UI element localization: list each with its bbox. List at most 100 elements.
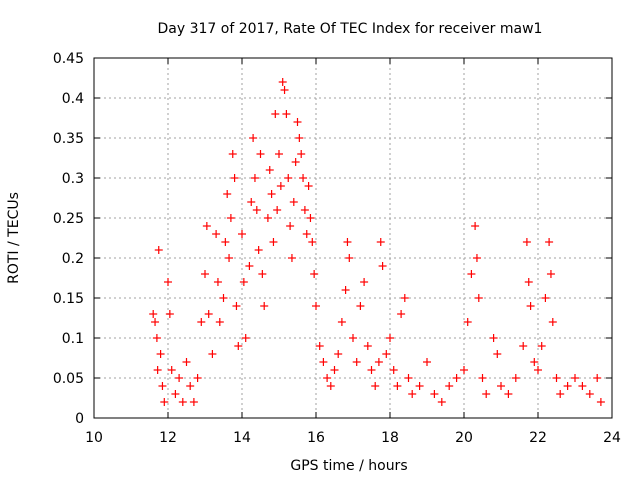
y-tick-label: 0.1 bbox=[62, 331, 84, 347]
data-point bbox=[167, 366, 176, 374]
data-point bbox=[430, 390, 439, 398]
data-point bbox=[310, 270, 319, 278]
data-point bbox=[278, 78, 287, 86]
data-point bbox=[463, 318, 472, 326]
y-axis-title: ROTI / TECUs bbox=[6, 192, 22, 284]
data-point bbox=[160, 398, 169, 406]
data-point bbox=[280, 86, 289, 94]
data-point bbox=[404, 374, 413, 382]
data-point bbox=[337, 318, 346, 326]
data-point bbox=[356, 302, 365, 310]
data-point bbox=[585, 390, 594, 398]
data-point bbox=[511, 374, 520, 382]
data-point bbox=[293, 118, 302, 126]
data-point bbox=[474, 294, 483, 302]
data-point bbox=[154, 246, 163, 254]
data-point bbox=[552, 374, 561, 382]
data-point bbox=[304, 182, 313, 190]
data-point bbox=[289, 198, 298, 206]
y-tick-label: 0 bbox=[75, 411, 84, 427]
data-point bbox=[254, 246, 263, 254]
data-point bbox=[212, 230, 221, 238]
data-point bbox=[400, 294, 409, 302]
data-point bbox=[156, 350, 165, 358]
data-point bbox=[204, 310, 213, 318]
data-point bbox=[546, 270, 555, 278]
data-point bbox=[537, 342, 546, 350]
data-point bbox=[241, 334, 250, 342]
data-point bbox=[371, 382, 380, 390]
data-point bbox=[182, 358, 191, 366]
y-tick-label: 0.45 bbox=[53, 51, 84, 67]
data-point bbox=[295, 134, 304, 142]
data-point bbox=[334, 350, 343, 358]
data-point bbox=[467, 270, 476, 278]
data-point bbox=[596, 398, 605, 406]
x-tick-label: 18 bbox=[381, 430, 399, 446]
data-point bbox=[226, 214, 235, 222]
data-point bbox=[482, 390, 491, 398]
data-point bbox=[452, 374, 461, 382]
y-tick-label: 0.25 bbox=[53, 211, 84, 227]
data-point bbox=[287, 254, 296, 262]
plot-frame bbox=[93, 57, 613, 419]
data-point bbox=[158, 382, 167, 390]
data-point bbox=[228, 150, 237, 158]
data-point bbox=[239, 278, 248, 286]
data-point bbox=[315, 342, 324, 350]
data-point bbox=[545, 238, 554, 246]
x-tick-label: 20 bbox=[455, 430, 473, 446]
x-tick-label: 24 bbox=[603, 430, 621, 446]
data-point bbox=[548, 318, 557, 326]
data-point bbox=[445, 382, 454, 390]
data-point bbox=[260, 302, 269, 310]
data-point bbox=[234, 342, 243, 350]
data-point bbox=[460, 366, 468, 374]
data-point bbox=[149, 310, 158, 318]
data-point bbox=[202, 222, 211, 230]
data-point bbox=[478, 374, 487, 382]
x-tick-label: 16 bbox=[307, 430, 325, 446]
data-point bbox=[215, 318, 224, 326]
x-tick-label: 14 bbox=[233, 430, 251, 446]
data-point bbox=[367, 366, 376, 374]
data-point bbox=[208, 350, 217, 358]
data-point bbox=[213, 278, 222, 286]
data-point bbox=[284, 174, 293, 182]
data-point bbox=[360, 278, 369, 286]
y-tick-label: 0.35 bbox=[53, 131, 84, 147]
data-point bbox=[330, 366, 339, 374]
data-point bbox=[386, 334, 394, 342]
data-point bbox=[165, 310, 174, 318]
data-point bbox=[526, 302, 535, 310]
data-point bbox=[247, 198, 256, 206]
y-tick-label: 0.2 bbox=[62, 251, 84, 267]
data-point bbox=[319, 358, 328, 366]
data-point bbox=[250, 174, 259, 182]
data-point bbox=[363, 342, 372, 350]
data-point bbox=[223, 190, 232, 198]
data-point bbox=[171, 390, 180, 398]
data-point bbox=[273, 206, 282, 214]
data-point bbox=[563, 382, 572, 390]
data-point bbox=[297, 150, 306, 158]
y-tick-label: 0.15 bbox=[53, 291, 84, 307]
data-point bbox=[534, 366, 542, 374]
data-point bbox=[197, 318, 206, 326]
data-point bbox=[201, 270, 209, 278]
y-tick-label: 0.05 bbox=[53, 371, 84, 387]
data-point bbox=[175, 374, 184, 382]
data-point bbox=[393, 382, 402, 390]
data-point bbox=[252, 206, 261, 214]
data-point bbox=[189, 398, 198, 406]
data-point bbox=[376, 238, 385, 246]
data-point bbox=[352, 358, 361, 366]
data-point bbox=[300, 206, 309, 214]
data-point bbox=[382, 350, 391, 358]
x-tick-label: 22 bbox=[529, 430, 547, 446]
data-point bbox=[415, 382, 424, 390]
data-point bbox=[151, 318, 160, 326]
data-point bbox=[343, 238, 352, 246]
data-point bbox=[186, 382, 195, 390]
data-point bbox=[232, 302, 241, 310]
